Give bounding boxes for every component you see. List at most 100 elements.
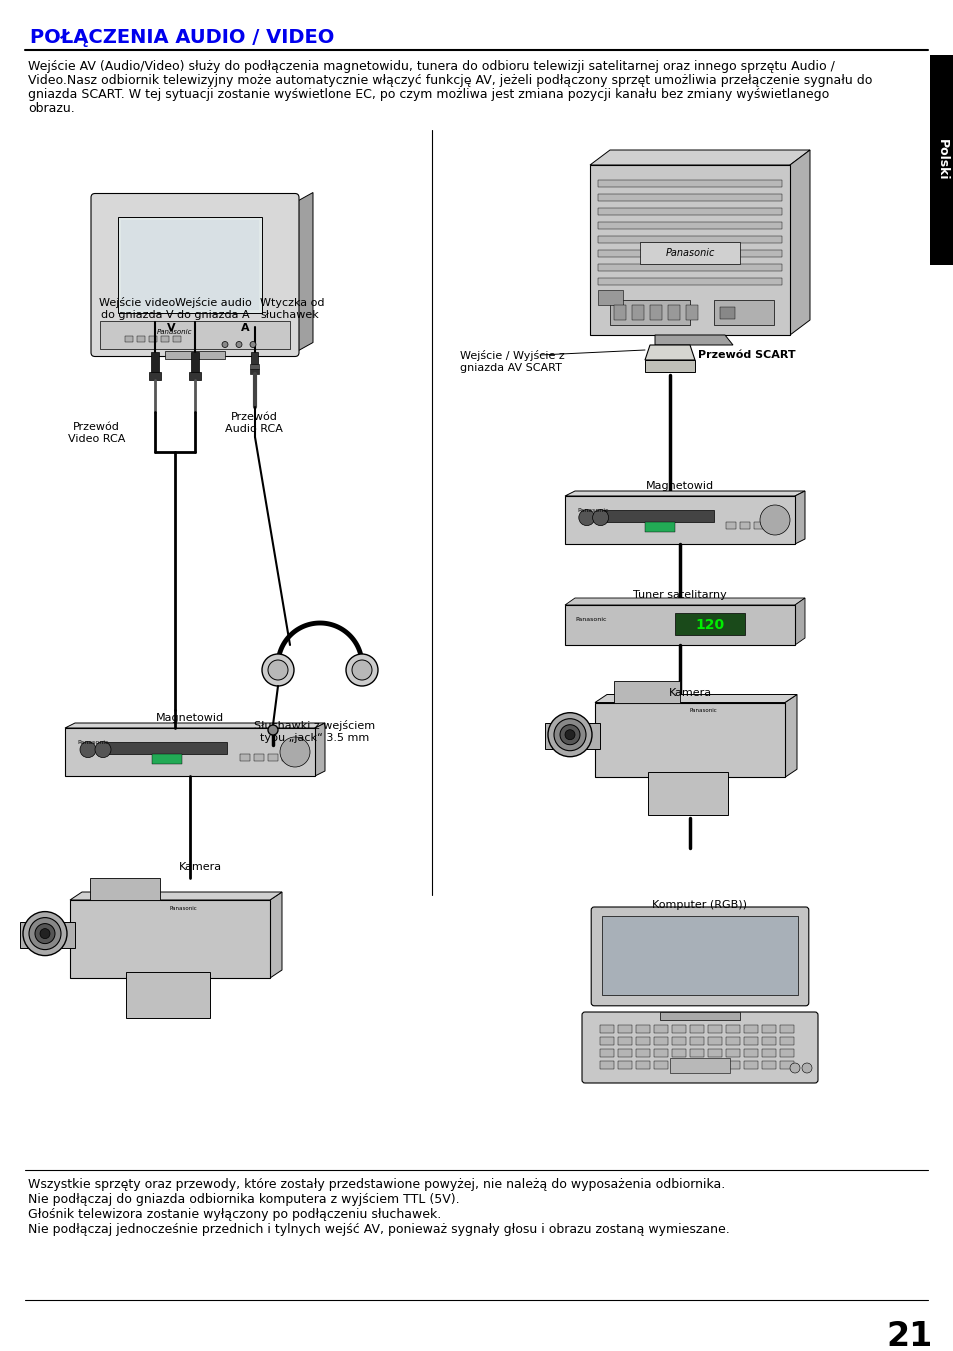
- Bar: [743, 1038, 758, 1046]
- Bar: [598, 180, 781, 186]
- Bar: [761, 1038, 775, 1046]
- Bar: [761, 1048, 775, 1056]
- Bar: [100, 320, 290, 349]
- Bar: [598, 236, 781, 243]
- Bar: [151, 353, 159, 376]
- Bar: [743, 1061, 758, 1069]
- Bar: [598, 278, 781, 285]
- Bar: [780, 1025, 793, 1034]
- Bar: [689, 1048, 703, 1056]
- Polygon shape: [564, 490, 804, 496]
- Bar: [644, 359, 695, 372]
- Bar: [725, 1025, 740, 1034]
- Bar: [240, 754, 250, 762]
- Circle shape: [789, 1063, 800, 1073]
- Bar: [780, 1048, 793, 1056]
- Bar: [649, 305, 661, 320]
- Text: Tuner satelitarny: Tuner satelitarny: [633, 590, 726, 600]
- Circle shape: [346, 654, 377, 686]
- Bar: [165, 350, 225, 358]
- Polygon shape: [655, 335, 732, 345]
- Circle shape: [760, 505, 789, 535]
- Bar: [65, 728, 314, 775]
- Polygon shape: [70, 892, 282, 900]
- Bar: [544, 723, 599, 748]
- Circle shape: [547, 713, 592, 757]
- Circle shape: [80, 742, 96, 758]
- Text: Panasonic: Panasonic: [575, 617, 606, 621]
- Text: Wejście / Wyjście z
gniazda AV SCART: Wejście / Wyjście z gniazda AV SCART: [459, 350, 564, 373]
- FancyBboxPatch shape: [581, 1012, 817, 1084]
- Circle shape: [352, 661, 372, 680]
- Circle shape: [250, 342, 255, 347]
- Text: V: V: [167, 323, 175, 332]
- Circle shape: [268, 725, 277, 735]
- Polygon shape: [595, 694, 796, 703]
- Bar: [118, 218, 262, 313]
- Bar: [599, 1038, 614, 1046]
- Text: Wejście video
do gniazda V: Wejście video do gniazda V: [99, 297, 175, 320]
- Bar: [675, 613, 744, 635]
- Circle shape: [578, 509, 594, 526]
- Bar: [191, 353, 199, 376]
- Bar: [654, 1061, 667, 1069]
- Polygon shape: [784, 694, 796, 777]
- Bar: [125, 335, 132, 342]
- Bar: [743, 1025, 758, 1034]
- Circle shape: [559, 724, 579, 744]
- Bar: [609, 300, 689, 326]
- Bar: [780, 1061, 793, 1069]
- Text: Panasonic: Panasonic: [170, 905, 197, 911]
- Bar: [780, 1038, 793, 1046]
- Bar: [685, 305, 698, 320]
- Circle shape: [23, 912, 67, 955]
- Bar: [614, 305, 625, 320]
- Bar: [667, 305, 679, 320]
- Text: Przewód
Audio RCA: Przewód Audio RCA: [225, 412, 283, 434]
- Text: Wejście audio
do gniazda A: Wejście audio do gniazda A: [174, 297, 251, 320]
- Text: Głośnik telewizora zostanie wyłączony po podłączeniu słuchawek.: Głośnik telewizora zostanie wyłączony po…: [28, 1208, 441, 1221]
- Bar: [121, 220, 258, 309]
- Polygon shape: [789, 150, 809, 335]
- Polygon shape: [65, 723, 325, 728]
- Bar: [740, 523, 749, 530]
- Text: Video.Nasz odbiornik telewizyjny może automatycznie włączyć funkcję AV, jeżeli p: Video.Nasz odbiornik telewizyjny może au…: [28, 74, 871, 86]
- Bar: [149, 372, 161, 380]
- Bar: [720, 307, 734, 319]
- Bar: [599, 1048, 614, 1056]
- Bar: [707, 1048, 721, 1056]
- FancyBboxPatch shape: [591, 907, 808, 1005]
- Bar: [564, 496, 794, 544]
- Text: Przewód SCART: Przewód SCART: [698, 350, 795, 359]
- Text: Przewód
Video RCA: Przewód Video RCA: [68, 422, 125, 443]
- Polygon shape: [270, 892, 282, 978]
- Text: Nie podłączaj do gniazda odbiornika komputera z wyjściem TTL (5V).: Nie podłączaj do gniazda odbiornika komp…: [28, 1193, 459, 1206]
- Bar: [598, 250, 781, 257]
- Text: 21: 21: [886, 1320, 932, 1351]
- Bar: [743, 1048, 758, 1056]
- Bar: [725, 523, 735, 530]
- Bar: [598, 263, 781, 272]
- Bar: [251, 369, 259, 374]
- Bar: [161, 335, 169, 342]
- Text: Komputer (RGB)): Komputer (RGB)): [652, 900, 747, 911]
- Bar: [601, 916, 797, 994]
- Circle shape: [564, 730, 575, 740]
- Bar: [929, 55, 953, 265]
- Bar: [599, 1061, 614, 1069]
- Circle shape: [262, 654, 294, 686]
- Bar: [689, 1025, 703, 1034]
- Bar: [618, 1025, 631, 1034]
- Bar: [671, 1048, 685, 1056]
- Bar: [253, 754, 264, 762]
- Bar: [659, 1012, 740, 1020]
- Text: POŁĄCZENIA AUDIO / VIDEO: POŁĄCZENIA AUDIO / VIDEO: [30, 28, 334, 47]
- Text: Wszystkie sprzęty oraz przewody, które zostały przedstawione powyżej, nie należą: Wszystkie sprzęty oraz przewody, które z…: [28, 1178, 724, 1192]
- Circle shape: [29, 917, 61, 950]
- Bar: [152, 754, 182, 765]
- Circle shape: [35, 924, 55, 943]
- Text: Wejście AV (Audio/Video) służy do podłączenia magnetowidu, tunera do odbioru tel: Wejście AV (Audio/Video) służy do podłąc…: [28, 59, 834, 73]
- Bar: [636, 1048, 649, 1056]
- Circle shape: [235, 342, 242, 347]
- Text: Nie podłączaj jednocześnie przednich i tylnych wejść AV, ponieważ sygnały głosu : Nie podłączaj jednocześnie przednich i t…: [28, 1223, 729, 1236]
